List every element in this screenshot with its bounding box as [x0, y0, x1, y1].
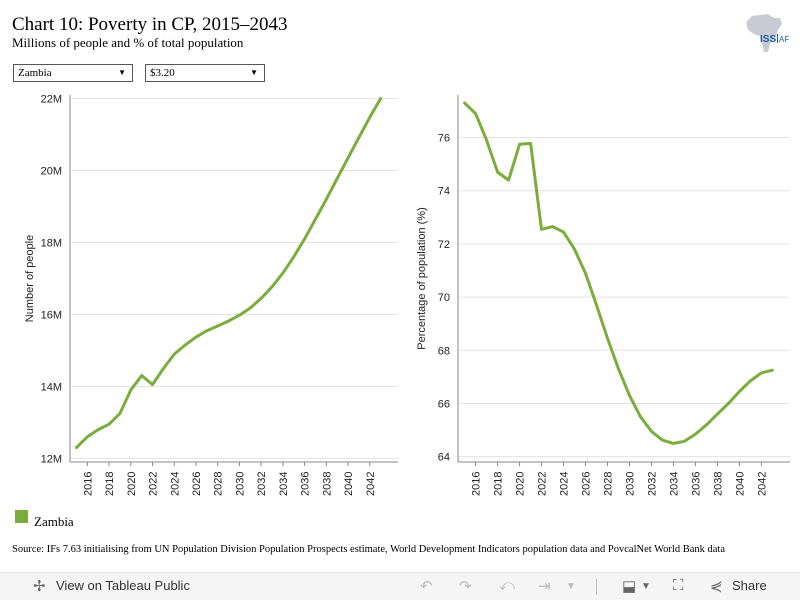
y-tick-label: 64: [438, 452, 450, 464]
x-tick-label: 2038: [321, 472, 333, 496]
x-tick-label: 2016: [82, 472, 94, 496]
series-line-zambia: [75, 97, 383, 450]
tableau-toolbar: ✢ View on Tableau Public ↶ ↷ ⤺ ⇥ ▼ ⬓ ▼ ⛶…: [0, 572, 800, 600]
series-line-zambia: [463, 101, 774, 445]
download-icon[interactable]: ⬓: [622, 578, 637, 595]
y-tick-label: 68: [438, 345, 450, 357]
x-tick-label: 2034: [278, 472, 290, 496]
caret-down-icon: ▼: [118, 68, 126, 77]
fullscreen-icon[interactable]: ⛶: [673, 577, 684, 594]
x-tick-label: 2024: [559, 472, 571, 496]
revert-icon[interactable]: ⤺: [499, 577, 516, 594]
x-tick-label: 2038: [712, 472, 724, 496]
redo-icon[interactable]: ↷: [459, 578, 472, 595]
x-tick-label: 2028: [603, 472, 615, 496]
poverty-line-dropdown[interactable]: $3.20 ▼: [145, 64, 265, 82]
chevron-down-icon[interactable]: ▼: [641, 581, 651, 592]
x-tick-label: 2018: [104, 472, 116, 496]
y-tick-label: 72: [438, 239, 450, 251]
legend-swatch[interactable]: [15, 510, 28, 523]
y-tick-label: 76: [438, 133, 450, 145]
toolbar-separator: [596, 579, 597, 595]
y-axis-title: Percentage of population (%): [416, 207, 428, 349]
y-tick-label: 22M: [41, 94, 62, 106]
chart-area: 12M 14M 16M 18M 20M 22M 2016 2018 2020 2022 2024 20…: [24, 94, 790, 496]
view-on-tableau-link[interactable]: View on Tableau Public: [56, 578, 190, 593]
share-icon[interactable]: ⋞: [710, 578, 723, 595]
y-tick-label: 74: [438, 186, 450, 198]
x-tick-label: 2026: [191, 472, 203, 496]
x-tick-label: 2020: [515, 472, 527, 496]
y-tick-label: 14M: [41, 381, 62, 393]
x-tick-label: 2022: [148, 472, 160, 496]
x-tick-label: 2040: [734, 472, 746, 496]
x-tick-label: 2016: [471, 472, 483, 496]
x-tick-label: 2032: [256, 472, 268, 496]
x-tick-label: 2028: [213, 472, 225, 496]
x-tick-label: 2026: [581, 472, 593, 496]
source-note: Source: IFs 7.63 initialising from UN Po…: [12, 544, 725, 555]
x-tick-label: 2036: [690, 472, 702, 496]
x-tick-label: 2032: [646, 472, 658, 496]
x-tick-label: 2030: [234, 472, 246, 496]
caret-down-icon: ▼: [250, 68, 258, 77]
y-tick-label: 12M: [41, 453, 62, 465]
x-tick-label: 2034: [668, 472, 680, 496]
x-tick-label: 2030: [624, 472, 636, 496]
share-button[interactable]: Share: [732, 578, 767, 593]
chart-title: Chart 10: Poverty in CP, 2015–2043: [12, 14, 288, 35]
tableau-logo-icon: ✢: [33, 578, 46, 595]
x-tick-label: 2020: [126, 472, 138, 496]
refresh-icon[interactable]: ⇥: [538, 578, 551, 595]
y-tick-label: 18M: [41, 238, 62, 250]
y-tick-label: 66: [438, 398, 450, 410]
x-tick-label: 2042: [756, 472, 768, 496]
y-tick-label: 70: [438, 292, 450, 304]
poverty-line-dropdown-value: $3.20: [150, 67, 175, 79]
country-dropdown-value: Zambia: [18, 67, 52, 79]
country-dropdown[interactable]: Zambia ▼: [13, 64, 133, 82]
x-tick-label: 2036: [300, 472, 312, 496]
chevron-down-icon[interactable]: ▼: [566, 581, 576, 592]
svg-text:AF: AF: [779, 35, 789, 44]
svg-text:ISS: ISS: [760, 34, 776, 45]
chart-subtitle: Millions of people and % of total popula…: [12, 35, 244, 50]
undo-icon[interactable]: ↶: [420, 578, 433, 595]
x-tick-label: 2042: [365, 472, 377, 496]
x-tick-label: 2018: [493, 472, 505, 496]
iss-africa-logo: ISS AF: [746, 14, 789, 52]
y-axis-title: Number of people: [24, 235, 36, 322]
y-tick-label: 20M: [41, 166, 62, 178]
x-tick-label: 2022: [537, 472, 549, 496]
y-tick-label: 16M: [41, 309, 62, 321]
legend-label[interactable]: Zambia: [34, 514, 74, 529]
x-tick-label: 2024: [169, 472, 181, 496]
x-tick-label: 2040: [343, 472, 355, 496]
